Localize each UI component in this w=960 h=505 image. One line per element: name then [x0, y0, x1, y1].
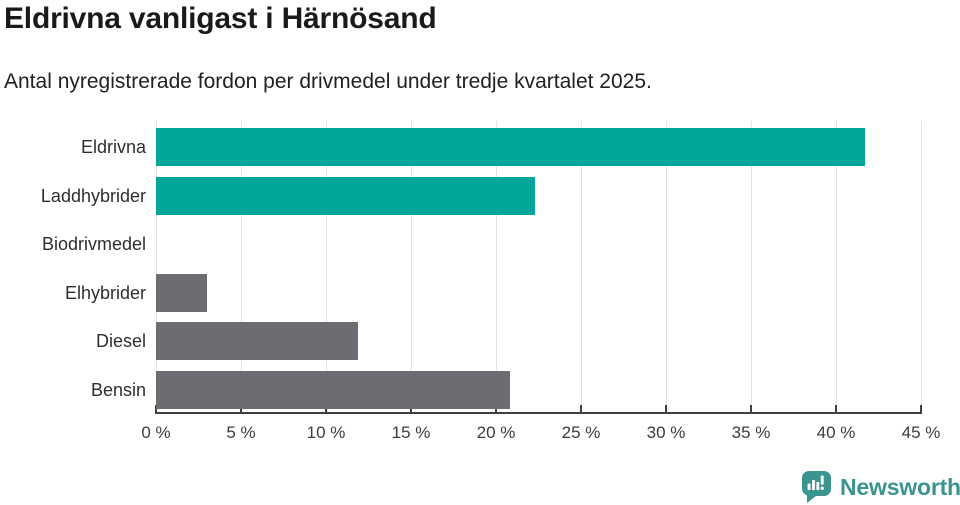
category-label: Diesel: [95, 331, 146, 351]
gridline: [325, 121, 327, 412]
newsworthy-logo: Newsworthy: [802, 471, 960, 503]
gridline: [835, 121, 837, 412]
bar-laddhybrider: [156, 176, 536, 215]
chart-subtitle: Antal nyregistrerade fordon per drivmede…: [4, 70, 652, 93]
category-label: Laddhybrider: [40, 185, 146, 206]
bar-eldrivna: [156, 128, 865, 166]
gridline: [495, 121, 497, 412]
x-axis-tick: [410, 405, 412, 412]
x-axis-tick-label: 35 %: [731, 423, 771, 442]
gridline: [410, 121, 412, 412]
gridline: [920, 121, 922, 412]
x-axis-tick-label: 20 %: [476, 423, 516, 442]
bar-bensin: [156, 370, 510, 409]
chart-title: Eldrivna vanligast i Härnösand: [4, 2, 437, 35]
x-axis-tick: [665, 405, 667, 412]
gridline: [750, 121, 752, 412]
x-axis-tick: [155, 405, 157, 412]
gridline: [580, 121, 582, 412]
x-axis-tick-label: 45 %: [901, 423, 941, 442]
bar-elhybrider: [156, 273, 207, 312]
category-label: Eldrivna: [80, 137, 146, 157]
x-axis-tick-label: 10 %: [306, 423, 346, 442]
x-axis-line: [155, 412, 922, 414]
x-axis-tick-label: 40 %: [816, 423, 856, 442]
x-axis-tick-label: 5 %: [226, 423, 256, 442]
x-axis-tick: [240, 405, 242, 412]
category-label: Biodrivmedel: [41, 234, 146, 254]
x-axis-tick: [325, 405, 327, 412]
x-axis-tick: [750, 405, 752, 412]
x-axis-tick-label: 15 %: [391, 423, 431, 442]
gridline: [155, 121, 157, 412]
x-axis-tick: [920, 405, 922, 412]
x-axis-tick-label: 30 %: [646, 423, 686, 442]
x-axis-tick: [495, 405, 497, 412]
x-axis-tick: [580, 405, 582, 412]
plot-area: [155, 121, 922, 412]
gridline: [240, 121, 242, 412]
category-label: Bensin: [90, 379, 146, 400]
category-label: Elhybrider: [64, 282, 146, 303]
x-axis-tick-label: 0 %: [141, 423, 171, 442]
brand-name: Newsworthy: [840, 473, 960, 500]
bar-diesel: [156, 322, 359, 360]
x-axis-tick: [835, 405, 837, 412]
newsworthy-chart-bubble-icon: [802, 471, 831, 503]
x-axis-tick-label: 25 %: [561, 423, 601, 442]
gridline: [665, 121, 667, 412]
